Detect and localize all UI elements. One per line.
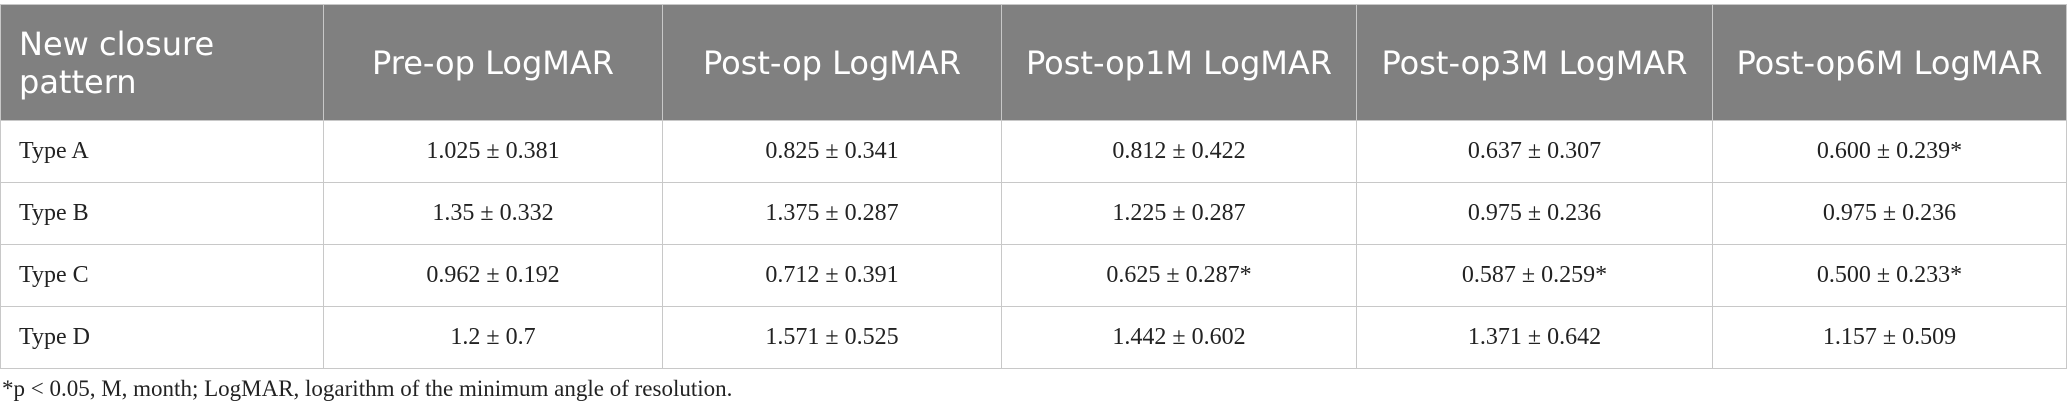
table-cell: 0.812 ± 0.422 bbox=[1001, 120, 1357, 183]
header-row: New closure pattern Pre-op LogMAR Post-op … bbox=[0, 4, 2067, 121]
table-cell: Type C bbox=[0, 244, 324, 307]
table-cell: Type D bbox=[0, 306, 324, 369]
table-container: New closure pattern Pre-op LogMAR Post-op … bbox=[0, 4, 2067, 369]
footnote: *p < 0.05, M, month; LogMAR, logarithm o… bbox=[2, 376, 733, 401]
table: New closure pattern Pre-op LogMAR Post-op … bbox=[0, 4, 2067, 369]
header-cell: Pre-op LogMAR bbox=[323, 4, 663, 121]
table-cell: 0.637 ± 0.307 bbox=[1356, 120, 1713, 183]
table-cell: 0.825 ± 0.341 bbox=[662, 120, 1002, 183]
header-cell: Post-op3M LogMAR bbox=[1356, 4, 1713, 121]
header-cell: Post-op LogMAR bbox=[662, 4, 1002, 121]
table-cell: 1.371 ± 0.642 bbox=[1356, 306, 1713, 369]
table-cell: 0.625 ± 0.287* bbox=[1001, 244, 1357, 307]
table-cell: 1.375 ± 0.287 bbox=[662, 182, 1002, 245]
table-cell: 1.571 ± 0.525 bbox=[662, 306, 1002, 369]
table-cell: 0.587 ± 0.259* bbox=[1356, 244, 1713, 307]
table-cell: Type A bbox=[0, 120, 324, 183]
table-cell: 0.975 ± 0.236 bbox=[1712, 182, 2067, 245]
table-cell: 0.712 ± 0.391 bbox=[662, 244, 1002, 307]
table-row: Type C 0.962 ± 0.192 0.712 ± 0.391 0.625 ± … bbox=[0, 244, 2067, 307]
table-cell: Type B bbox=[0, 182, 324, 245]
header-cell: New closure pattern bbox=[0, 4, 324, 121]
header-cell: Post-op1M LogMAR bbox=[1001, 4, 1357, 121]
table-cell: 0.962 ± 0.192 bbox=[323, 244, 663, 307]
header-cell: Post-op6M LogMAR bbox=[1712, 4, 2067, 121]
table-cell: 1.225 ± 0.287 bbox=[1001, 182, 1357, 245]
table-row: Type A 1.025 ± 0.381 0.825 ± 0.341 0.812 ± … bbox=[0, 120, 2067, 183]
table-cell: 1.025 ± 0.381 bbox=[323, 120, 663, 183]
table-row: Type D 1.2 ± 0.7 1.571 ± 0.525 1.442 ± 0.60… bbox=[0, 306, 2067, 369]
table-row: Type B 1.35 ± 0.332 1.375 ± 0.287 1.225 ± 0… bbox=[0, 182, 2067, 245]
table-body: Type A 1.025 ± 0.381 0.825 ± 0.341 0.812 ± … bbox=[0, 120, 2067, 369]
table-cell: 1.442 ± 0.602 bbox=[1001, 306, 1357, 369]
table-cell: 0.600 ± 0.239* bbox=[1712, 120, 2067, 183]
table-cell: 0.975 ± 0.236 bbox=[1356, 182, 1713, 245]
table-cell: 0.500 ± 0.233* bbox=[1712, 244, 2067, 307]
table-cell: 1.35 ± 0.332 bbox=[323, 182, 663, 245]
table-cell: 1.2 ± 0.7 bbox=[323, 306, 663, 369]
table-cell: 1.157 ± 0.509 bbox=[1712, 306, 2067, 369]
